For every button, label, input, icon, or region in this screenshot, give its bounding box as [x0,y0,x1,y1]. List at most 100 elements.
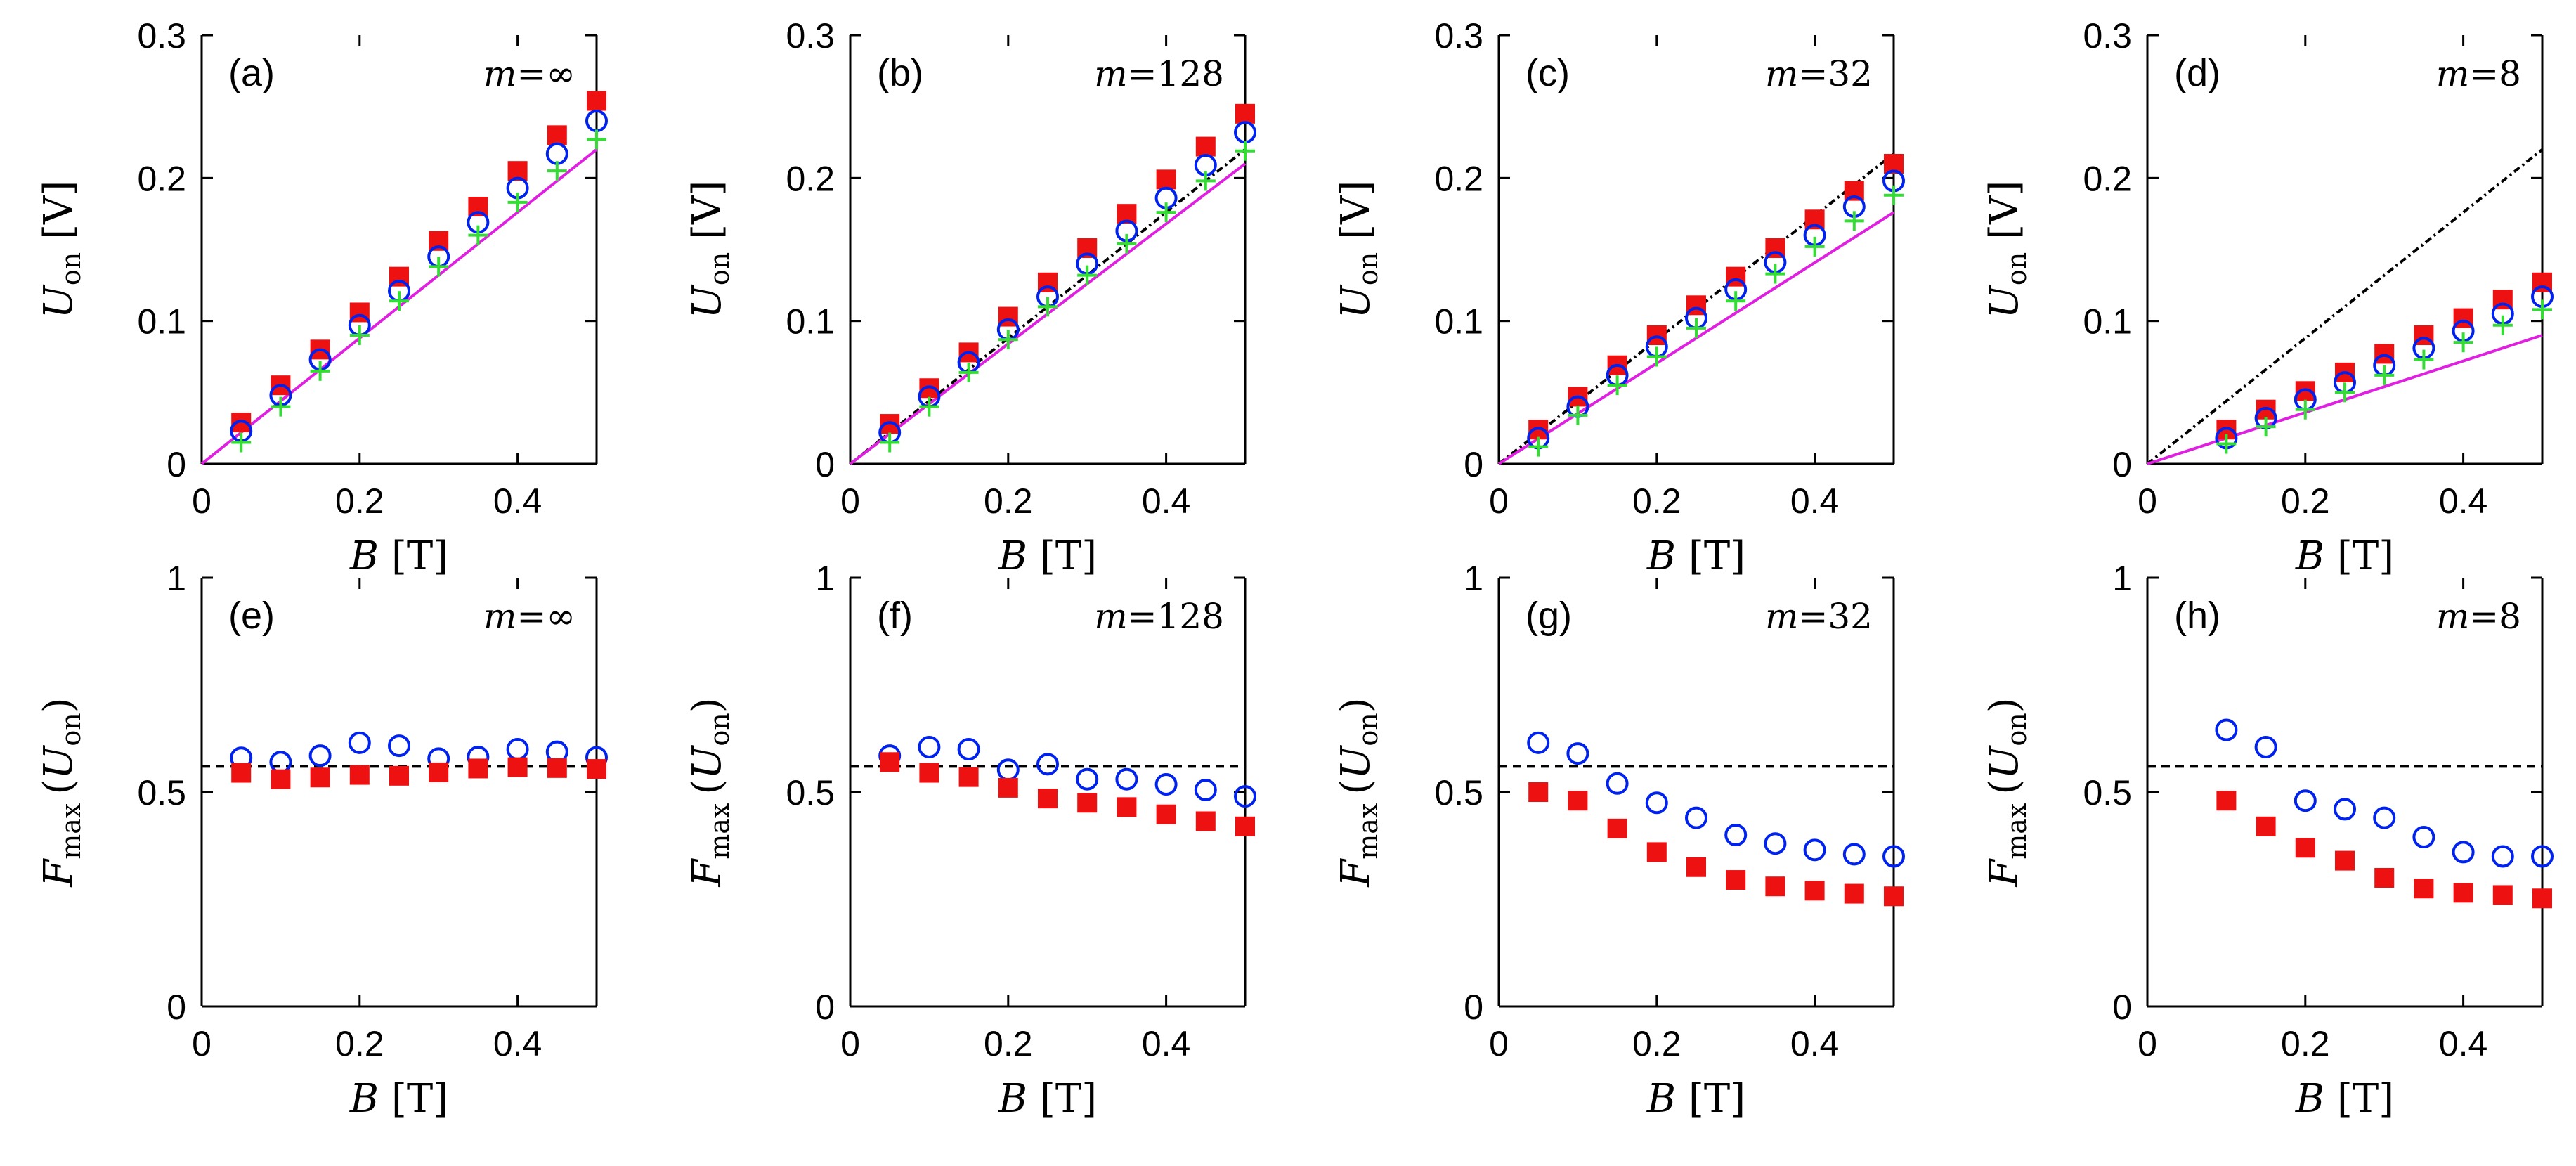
data-point-circle [269,751,292,774]
data-point-plus [1646,346,1667,367]
line-black-dashed [1497,153,1895,465]
data-point-plus [2492,315,2513,335]
data-point-circle [2412,826,2435,849]
data-point-circle [1036,753,1059,776]
data-point-plus [1077,265,1098,285]
data-point-square [1568,791,1588,811]
m-label: m=8 [2436,596,2521,637]
x-tick-label: 0.2 [1632,481,1681,521]
data-point-circle [2334,798,2356,821]
data-point-square [2295,838,2315,858]
data-point-circle [2491,845,2514,868]
y-tick-label: 0.3 [2083,16,2132,56]
y-tick-label: 0 [1464,445,1483,484]
data-point-square [2414,879,2434,899]
data-point-square [1156,169,1176,190]
data-point-plus [880,432,900,453]
m-label: m=∞ [483,53,575,94]
y-tick-label: 0.5 [1434,773,1483,812]
data-point-square [2216,791,2237,811]
data-point-square [2492,885,2513,905]
data-point-square [231,763,252,783]
line-black-dashed [2146,148,2544,465]
data-point-plus [1804,236,1825,257]
x-axis-title: B [T] [2295,533,2394,579]
data-point-square [1156,804,1176,824]
data-point-square [998,777,1018,798]
data-point-square [1117,797,1137,817]
data-point-square [507,757,528,777]
data-point-circle [1803,838,1826,862]
data-point-plus [1844,211,1864,231]
data-point-circle [1842,843,1866,866]
data-point-circle [308,744,332,767]
data-point-square [2256,816,2276,836]
y-tick-label: 1 [815,559,835,598]
y-tick-label: 0.1 [2083,302,2132,342]
panel-a: 0 0.2 0.4 0 0.1 0.2 0.3 (a) m=∞ B [T] Uon[V] [36,16,608,579]
x-tick-label: 0.2 [2281,481,2330,521]
data-point-square [349,765,370,785]
data-point-square [271,769,291,789]
panel-label: (b) [877,52,923,94]
x-tick-label: 0.4 [2439,1024,2488,1063]
data-point-square [310,767,330,788]
data-point-square [1195,811,1216,831]
y-tick-label: 0 [2112,445,2132,484]
data-point-square [1804,881,1825,901]
data-point-plus [919,396,939,417]
x-axis-title: B [T] [349,533,448,579]
data-point-plus [2453,332,2473,353]
y-tick-label: 0 [167,987,186,1027]
y-tick-label: 0.1 [137,302,186,342]
data-point-circle [2215,718,2238,741]
data-point-square [880,752,900,772]
y-axis-title: Fmax(Uon) [36,697,86,887]
x-axis-title: B [T] [1646,1076,1745,1122]
data-point-plus [2532,299,2552,320]
x-axis-title: B [T] [349,1076,448,1122]
data-point-circle [2531,845,2554,868]
data-point-circle [348,731,371,754]
y-tick-label: 1 [167,559,186,598]
panel-label: (d) [2174,52,2220,94]
y-tick-label: 0.3 [1434,16,1483,56]
y-axis-title: Uon[V] [684,181,735,319]
data-point-plus [349,325,370,345]
data-point-square [429,762,449,782]
y-tick-label: 0.3 [137,16,186,56]
x-tick-label: 0 [2138,481,2157,521]
panel-e: 0 0.2 0.4 0 0.5 1 (e) m=∞ B [T] Fmax(Uon) [36,559,608,1122]
data-point-circle [506,738,529,760]
data-point-plus [429,257,449,277]
data-point-square [1195,136,1216,157]
data-point-circle [2254,735,2277,758]
data-point-plus [1568,405,1588,425]
data-point-plus [958,362,979,382]
y-tick-label: 0.5 [786,773,835,812]
panel-g: 0 0.2 0.4 0 0.5 1 (g) m=32 B [T] Fmax(Uon) [1333,559,1905,1122]
data-point-square [2532,888,2552,909]
x-tick-label: 0.4 [1142,481,1191,521]
y-axis-title: Uon[V] [1982,181,2032,319]
x-tick-label: 0 [1489,1024,1509,1063]
data-point-plus [1117,233,1137,254]
panel-label: (e) [228,595,275,637]
data-point-square [1528,782,1549,802]
data-point-square [2335,850,2355,871]
x-tick-label: 0 [1489,481,1509,521]
data-point-plus [271,396,291,417]
panel-label: (g) [1526,595,1572,637]
data-point-circle [1154,773,1178,796]
data-point-plus [507,192,528,212]
data-point-plus [1195,171,1216,191]
x-tick-label: 0.4 [493,481,542,521]
data-point-circle [1527,731,1550,754]
data-point-plus [1686,318,1706,338]
data-point-circle [1764,832,1787,855]
data-point-square [919,763,939,783]
data-point-circle [1606,772,1629,795]
x-tick-label: 0 [840,1024,860,1063]
data-point-circle [1882,845,1905,868]
x-tick-label: 0.2 [335,481,384,521]
